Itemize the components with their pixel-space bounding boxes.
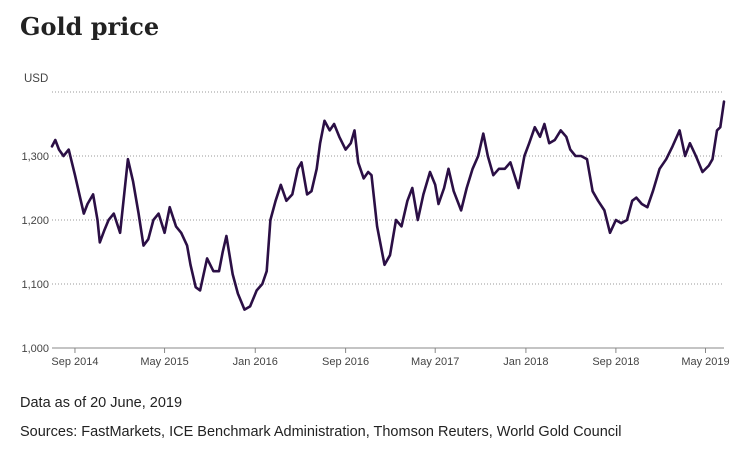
x-tick-label: May 2017	[411, 356, 459, 368]
x-tick-label: Sep 2016	[322, 356, 369, 368]
y-tick-label: 1,000	[21, 343, 49, 355]
x-tick-label: May 2019	[681, 356, 729, 368]
grid-layer	[52, 91, 724, 349]
x-tick-label: Jan 2016	[233, 356, 278, 368]
x-tick-label: Sep 2014	[51, 356, 98, 368]
x-tick-label: May 2015	[140, 356, 188, 368]
y-tick-label: 1,300	[21, 151, 49, 163]
axis-layer: USD 1,000 1,100 1,200 1,300 Sep 2014 May 2015 J…	[21, 73, 729, 368]
x-tick-label: Jan 2018	[503, 356, 548, 368]
y-unit-label: USD	[24, 73, 48, 85]
gold-price-line	[50, 100, 726, 311]
y-tick-label: 1,100	[21, 279, 49, 291]
line-layer	[50, 100, 726, 311]
sources-note: Sources: FastMarkets, ICE Benchmark Admi…	[20, 424, 622, 440]
y-tick-label: 1,200	[21, 215, 49, 227]
data-as-of-note: Data as of 20 June, 2019	[20, 395, 183, 411]
x-tick-label: Sep 2018	[592, 356, 639, 368]
chart-title: Gold price	[20, 12, 160, 41]
